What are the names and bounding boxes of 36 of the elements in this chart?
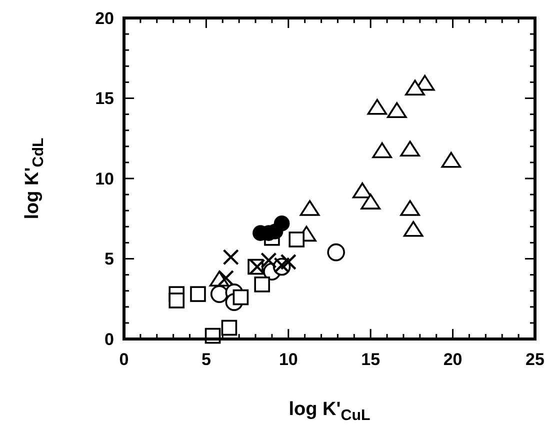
point xyxy=(441,152,462,168)
point xyxy=(360,194,380,210)
point xyxy=(352,182,372,198)
point xyxy=(403,220,424,237)
point xyxy=(387,102,407,118)
point xyxy=(405,80,425,96)
point xyxy=(260,252,277,268)
point xyxy=(274,216,290,232)
point xyxy=(232,289,249,306)
y-tick-label: 5 xyxy=(104,250,114,269)
point xyxy=(168,292,185,308)
x-tick-label: 0 xyxy=(119,350,129,369)
point xyxy=(210,285,228,303)
x-tick-label: 25 xyxy=(526,350,544,369)
point xyxy=(300,200,320,216)
point xyxy=(400,140,420,157)
point xyxy=(254,276,270,292)
y-tick-label: 0 xyxy=(104,330,114,349)
point xyxy=(400,200,420,216)
y-tick-label: 10 xyxy=(95,169,114,188)
point xyxy=(327,243,345,262)
x-axis-title: log K'$_{CuL}$ xyxy=(288,399,370,424)
point xyxy=(190,286,206,302)
y-tick-label: 15 xyxy=(95,89,114,108)
x-tick-label: 15 xyxy=(361,350,380,369)
point xyxy=(280,254,296,270)
point xyxy=(367,98,388,115)
x-tick-label: 10 xyxy=(278,350,298,369)
point xyxy=(288,232,305,248)
point xyxy=(372,142,392,158)
point xyxy=(218,270,234,286)
point xyxy=(221,320,238,336)
point xyxy=(222,249,239,266)
x-tick-label: 20 xyxy=(443,350,462,369)
x-tick-label: 5 xyxy=(201,350,211,369)
y-tick-label: 20 xyxy=(95,8,114,28)
